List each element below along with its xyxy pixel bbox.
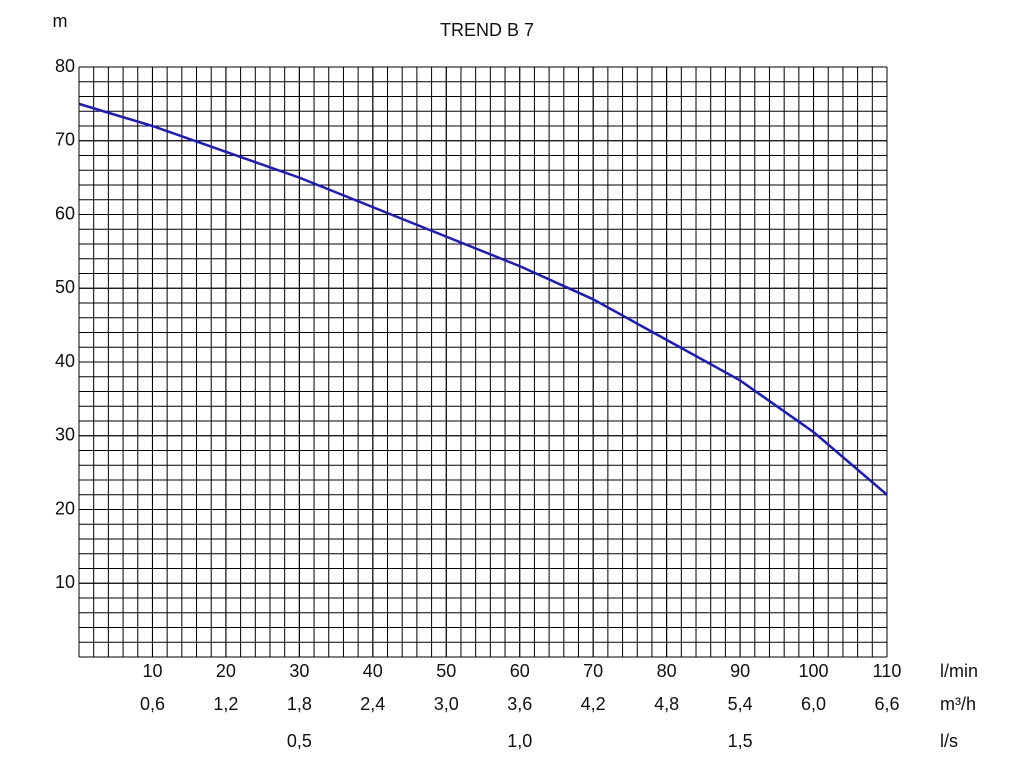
x-tick-label: 80 [657,661,677,681]
x2-tick-label: 0,6 [140,694,165,714]
x2-tick-label: 1,8 [287,694,312,714]
y-tick-label: 50 [55,277,75,297]
x-tick-label: 10 [142,661,162,681]
chart-title: TREND B 7 [440,20,534,40]
y-tick-label: 70 [55,130,75,150]
x-tick-label: 70 [583,661,603,681]
x3-tick-label: 1,0 [507,731,532,751]
x2-tick-label: 6,0 [801,694,826,714]
x-tick-label: 40 [363,661,383,681]
x2-tick-label: 4,8 [654,694,679,714]
x-axis-label: l/min [940,661,978,681]
x2-tick-label: 4,2 [581,694,606,714]
x-tick-label: 60 [510,661,530,681]
x2-axis-label: m³/h [940,694,976,714]
x2-tick-label: 1,2 [213,694,238,714]
y-tick-label: 20 [55,498,75,518]
x3-axis-label: l/s [940,731,958,751]
x-tick-label: 30 [289,661,309,681]
x-tick-label: 20 [216,661,236,681]
x-tick-label: 90 [730,661,750,681]
y-tick-label: 60 [55,203,75,223]
y-tick-label: 30 [55,425,75,445]
y-axis-label: m [53,11,68,31]
x2-tick-label: 3,0 [434,694,459,714]
line [78,102,888,496]
x2-tick-label: 2,4 [360,694,385,714]
y-tick-label: 80 [55,56,75,76]
y-tick-label: 40 [55,351,75,371]
x2-tick-label: 6,6 [874,694,899,714]
x3-tick-label: 0,5 [287,731,312,751]
y-tick-label: 10 [55,572,75,592]
x-tick-label: 110 [873,661,902,681]
x-tick-label: 50 [436,661,456,681]
x2-tick-label: 5,4 [728,694,753,714]
x3-tick-label: 1,5 [728,731,753,751]
x2-tick-label: 3,6 [507,694,532,714]
x-tick-label: 100 [799,661,829,681]
